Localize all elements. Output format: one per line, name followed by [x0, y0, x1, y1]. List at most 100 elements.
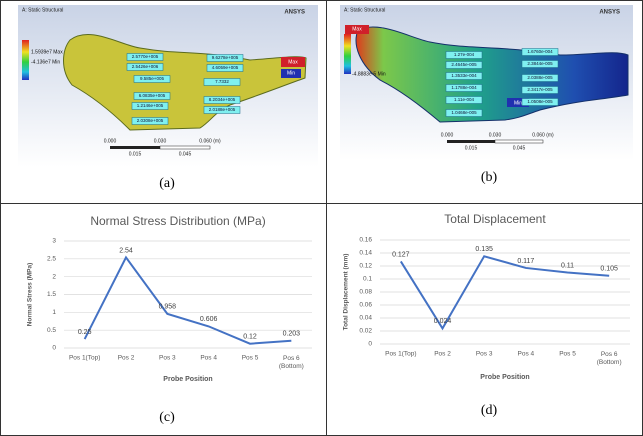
probe-label: 2.4645e-005 — [451, 62, 477, 67]
data-label: 2.54 — [119, 247, 133, 254]
data-label: 0.25 — [78, 329, 92, 336]
y-tick-label: 1.5 — [47, 291, 56, 298]
probe-label: 2.3844e-005 — [527, 61, 553, 66]
x-tick-label: Pos 1(Top) — [69, 355, 100, 362]
probe-label: 1.3533e-004 — [451, 73, 477, 78]
probe-label: 1.2146e+005 — [137, 103, 164, 108]
y-tick-label: 0 — [368, 341, 372, 348]
image-title: A: Static Structural — [22, 7, 63, 13]
probe-label: 2.0308e+005 — [137, 118, 164, 123]
data-label: 0.105 — [600, 266, 618, 273]
y-tick-label: 1 — [52, 309, 56, 316]
probe-label: 4.6059e+005 — [212, 65, 239, 70]
min-value: -4.8883e-5 Min — [352, 71, 386, 77]
y-tick-label: 0.14 — [359, 250, 372, 257]
scale-label: 0.030 — [154, 138, 167, 144]
scale-bar — [495, 140, 543, 143]
caption: (a) — [159, 176, 175, 191]
scale-bar — [110, 146, 160, 149]
scale-label: 0.045 — [513, 145, 526, 151]
probe-label: 1.1788e-004 — [451, 85, 477, 90]
probe-label: 1.27e-004 — [454, 52, 475, 57]
data-label: 0.127 — [392, 251, 410, 258]
scale-label: 0.000 — [104, 138, 117, 144]
x-tick-label: Pos 4 — [518, 351, 535, 358]
x-tick-label: Pos 5 — [559, 351, 576, 358]
caption: (d) — [481, 403, 498, 418]
chart-title: Total Displacement — [444, 212, 546, 226]
probe-label: 1.11e-004 — [454, 97, 474, 102]
max-tag: Max — [352, 26, 362, 32]
y-axis-label: Normal Stress (MPa) — [27, 263, 34, 327]
min-tag: Min — [287, 70, 295, 76]
y-tick-label: 0.1 — [363, 276, 372, 283]
probe-label: 2.3417e-005 — [527, 87, 553, 92]
x-tick-label: Pos 6(Bottom) — [597, 351, 622, 366]
scale-label: 0.000 — [441, 132, 454, 138]
caption: (c) — [159, 410, 175, 425]
x-tick-label: Pos 4 — [200, 355, 217, 362]
chart-title: Normal Stress Distribution (MPa) — [90, 214, 265, 228]
probe-label: 2.5770e+005 — [132, 54, 159, 59]
min-tag: Min — [514, 100, 522, 106]
max-value: 1.5939e7 Max — [31, 49, 63, 55]
y-tick-label: 2.5 — [47, 256, 56, 263]
probe-label: 8.2034e+005 — [209, 97, 236, 102]
x-tick-label: Pos 3 — [476, 351, 493, 358]
scale-label: 0.045 — [179, 151, 192, 157]
data-label: 0.958 — [159, 304, 177, 311]
y-tick-label: 0.16 — [359, 237, 372, 244]
scale-label: 0.015 — [465, 145, 478, 151]
y-tick-label: 0.12 — [359, 263, 372, 270]
scale-label: 0.015 — [129, 151, 142, 157]
data-label: 0.11 — [561, 262, 574, 269]
min-value: -4.136e7 Min — [31, 59, 60, 65]
probe-label: 9.585e+005 — [140, 76, 164, 81]
probe-label: 2.0388e-005 — [527, 75, 553, 80]
y-tick-label: 0.04 — [359, 315, 372, 322]
y-axis-label: Total Displacement (mm) — [343, 254, 350, 331]
probe-label: 1.0468e-005 — [451, 110, 477, 115]
x-tick-label: Pos 5 — [242, 355, 259, 362]
x-tick-label: Pos 6(Bottom) — [279, 355, 304, 370]
line-series — [85, 257, 292, 343]
x-tick-label: Pos 2 — [118, 355, 135, 362]
caption: (b) — [481, 170, 498, 185]
scale-label: 0.030 — [489, 132, 502, 138]
scale-bar — [447, 140, 495, 143]
data-label: 0.203 — [283, 331, 301, 338]
scale-label: 0.060 (m) — [532, 132, 554, 138]
probe-label: 1.0508e-005 — [527, 99, 553, 104]
probe-label: 2.0188e+005 — [209, 107, 236, 112]
y-tick-label: 2 — [52, 273, 56, 280]
x-axis-label: Probe Position — [480, 374, 529, 381]
x-axis-label: Probe Position — [163, 376, 212, 383]
data-label: 0.117 — [517, 258, 534, 265]
probe-label: 9.6278e+005 — [212, 55, 239, 60]
y-tick-label: 0.06 — [359, 302, 372, 309]
y-tick-label: 0.5 — [47, 327, 56, 334]
y-tick-label: 0.02 — [359, 328, 372, 335]
data-label: 0.606 — [200, 316, 218, 323]
brand: ANSYS — [284, 10, 305, 16]
max-tag: Max — [288, 59, 298, 65]
data-label: 0.024 — [434, 318, 452, 325]
probe-label: 2.5426e+006 — [132, 64, 159, 69]
probe-label: 7.7332 — [215, 79, 229, 84]
scale-label: 0.060 (m) — [199, 138, 221, 144]
x-tick-label: Pos 2 — [434, 351, 451, 358]
y-tick-label: 0 — [52, 345, 56, 352]
data-label: 0.12 — [243, 334, 257, 341]
data-label: 0.135 — [475, 246, 493, 253]
scale-bar — [160, 146, 210, 149]
simulation-image: A: Static Structural ANSYS 1.5939e7 Max -4.… — [18, 5, 318, 167]
figure: A: Static Structural ANSYS 1.5939e7 Max -4.… — [0, 0, 643, 436]
y-tick-label: 0.08 — [359, 289, 372, 296]
x-tick-label: Pos 1(Top) — [385, 351, 416, 358]
x-tick-label: Pos 3 — [159, 355, 176, 362]
y-tick-label: 3 — [52, 238, 56, 245]
probe-label: 6.0835e+005 — [139, 93, 166, 98]
brand: ANSYS — [599, 10, 620, 16]
probe-label: 1.6760e-004 — [527, 49, 553, 54]
